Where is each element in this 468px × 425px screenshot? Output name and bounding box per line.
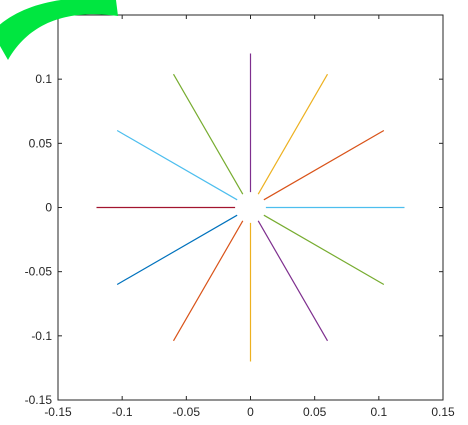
x-tick-labels: -0.15 -0.1 -0.05 0 0.05 0.1 0.15: [44, 405, 455, 419]
y-tick-label: 0.15: [29, 8, 53, 22]
y-tick-labels: 0.15 0.1 0.05 0 -0.05 -0.1 -0.15: [25, 8, 53, 407]
x-tick-label: 0.05: [303, 405, 327, 419]
series-line-11: [257, 220, 329, 342]
x-tick-label: 0.1: [370, 405, 387, 419]
series-line-8: [116, 214, 238, 286]
series-line-5: [172, 73, 244, 195]
y-tick-label: -0.15: [25, 393, 53, 407]
x-tick-label: 0: [247, 405, 254, 419]
chart-rays: [96, 53, 405, 362]
x-tick-label: -0.05: [173, 405, 201, 419]
series-line-6: [116, 129, 238, 201]
series-line-3: [257, 73, 329, 195]
series-line-2: [263, 129, 385, 201]
series-line-9: [172, 220, 244, 342]
y-tick-label: -0.1: [31, 329, 52, 343]
series-line-12: [263, 214, 385, 286]
y-tick-label: -0.05: [25, 265, 53, 279]
x-tick-label: -0.1: [112, 405, 133, 419]
axis-ticks: [57, 14, 444, 401]
y-tick-label: 0.05: [29, 136, 53, 150]
x-tick-label: 0.15: [431, 405, 455, 419]
x-tick-label: -0.15: [44, 405, 72, 419]
y-tick-label: 0: [45, 201, 52, 215]
y-tick-label: 0.1: [35, 72, 52, 86]
